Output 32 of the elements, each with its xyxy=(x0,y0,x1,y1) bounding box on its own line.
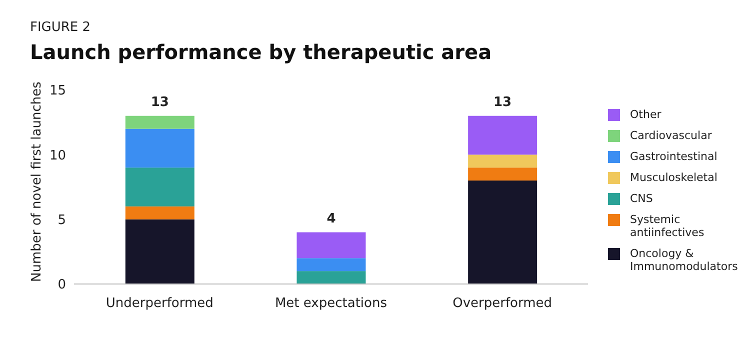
legend-label: Systemic antiinfectives xyxy=(630,213,706,239)
legend-label: Musculoskeletal xyxy=(630,171,718,184)
y-tick-label: 15 xyxy=(49,84,66,99)
y-axis-title: Number of novel first launches xyxy=(30,81,45,282)
total-label: 13 xyxy=(150,94,169,110)
total-label: 13 xyxy=(494,94,512,110)
legend-label: CNS xyxy=(630,192,653,205)
y-tick-label: 5 xyxy=(58,212,66,228)
bar xyxy=(296,258,366,272)
x-tick-label: Met expectations xyxy=(274,296,388,312)
x-tick-label: Underperformed xyxy=(106,296,214,312)
bar xyxy=(125,128,194,168)
legend-label: Gastrointestinal xyxy=(630,150,718,163)
bar xyxy=(296,232,366,258)
legend-label: Cardiovascular xyxy=(630,129,712,142)
bar xyxy=(296,271,366,284)
y-tick-label: 10 xyxy=(49,148,66,164)
bar xyxy=(125,206,194,220)
chart-subtitle: FIGURE 2 xyxy=(30,20,91,35)
y-tick-label: 0 xyxy=(58,278,66,293)
legend-label: Oncology & Immunomodulators xyxy=(630,247,738,273)
bar xyxy=(125,219,194,284)
x-tick-label: Overperformed xyxy=(452,296,552,312)
bar xyxy=(468,180,538,284)
total-label: 4 xyxy=(326,211,336,226)
bar xyxy=(125,116,194,129)
chart-title: Launch performance by therapeutic area xyxy=(30,40,492,64)
bar xyxy=(125,168,194,206)
bar xyxy=(468,168,538,181)
legend-label: Other xyxy=(630,108,662,121)
bar xyxy=(468,116,538,155)
bar xyxy=(468,154,538,168)
